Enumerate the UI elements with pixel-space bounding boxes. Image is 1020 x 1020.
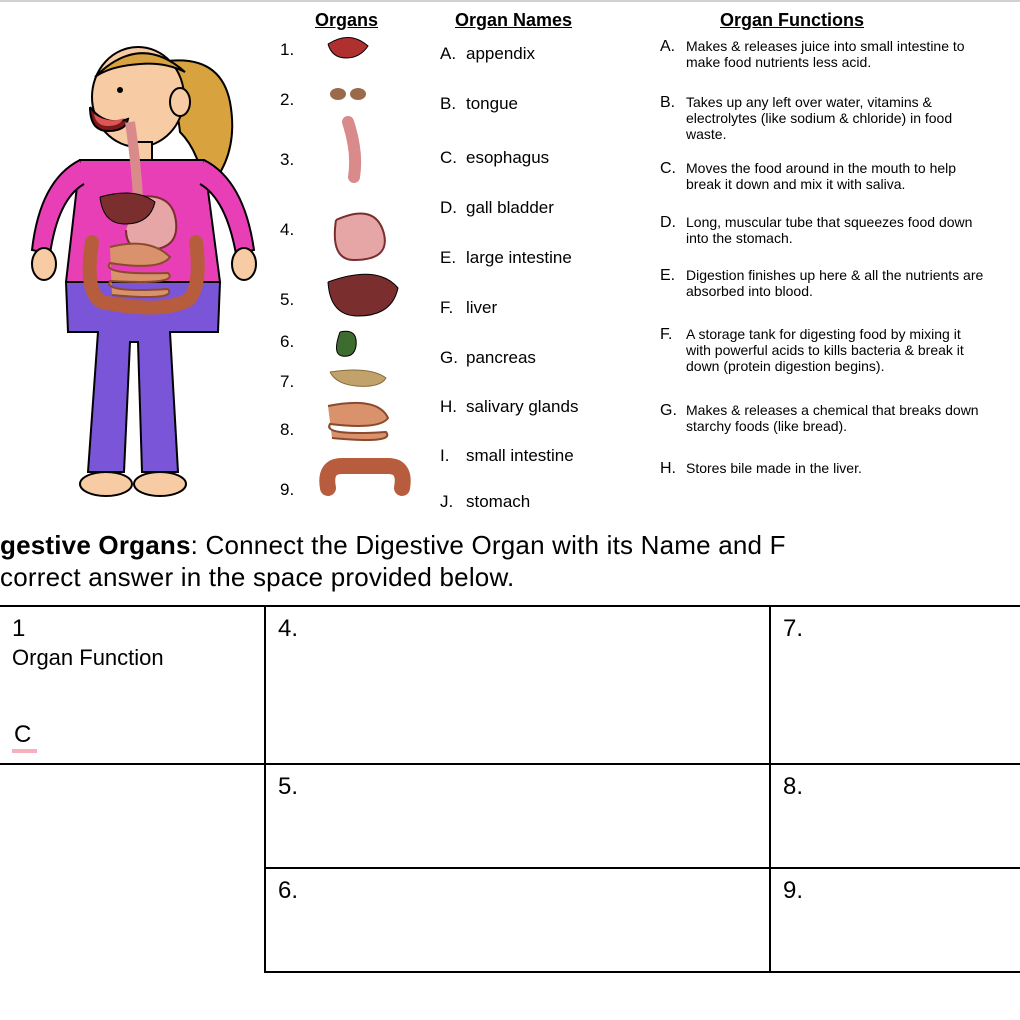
organ-name-text: esophagus	[466, 148, 549, 167]
organ-function-letter: B.	[660, 94, 686, 112]
answer-cell: 1 Organ Function C	[0, 606, 265, 764]
organ-name-letter: B.	[440, 94, 466, 114]
answer-cell	[0, 868, 265, 972]
instruction-text: gestive Organs: Connect the Digestive Or…	[0, 520, 1020, 593]
organ-name-text: tongue	[466, 94, 518, 113]
organ-function-row: C.Moves the food around in the mouth to …	[660, 160, 986, 192]
instruction-lead: gestive Organs	[0, 530, 191, 560]
organ-name-text: small intestine	[466, 446, 574, 465]
answer-cell	[0, 764, 265, 868]
organ-name-row: D.gall bladder	[440, 198, 554, 218]
cell-label: Organ Function	[12, 645, 254, 671]
organ-number: 7.	[280, 372, 294, 392]
organ-name-row: I.small intestine	[440, 446, 574, 466]
organ-name-text: salivary glands	[466, 397, 578, 416]
organ-number: 2.	[280, 90, 294, 110]
organ-function-text: Makes & releases juice into small intest…	[686, 38, 986, 70]
answer-cell: 4.	[265, 606, 770, 764]
organ-name-row: F.liver	[440, 298, 497, 318]
organ-number: 1.	[280, 40, 294, 60]
cell-number: 7.	[783, 615, 803, 642]
organ-name-row: G.pancreas	[440, 348, 536, 368]
organ-number: 9.	[280, 480, 294, 500]
organ-function-letter: A.	[660, 38, 686, 56]
organ-name-row: H.salivary glands	[440, 397, 578, 417]
organ-number: 6.	[280, 332, 294, 352]
organ-name-row: C.esophagus	[440, 148, 549, 168]
organ-name-letter: J.	[440, 492, 466, 512]
organ-name-text: large intestine	[466, 248, 572, 267]
cell-answer: C	[12, 721, 37, 753]
organ-function-row: A.Makes & releases juice into small inte…	[660, 38, 986, 70]
person-illustration	[20, 32, 290, 512]
organ-number: 3.	[280, 150, 294, 170]
answer-table: 1 Organ Function C 4. 7. 5. 8. 6. 9.	[0, 605, 1020, 973]
answer-cell: 6.	[265, 868, 770, 972]
organ-function-text: Takes up any left over water, vitamins &…	[686, 94, 986, 142]
answer-cell: 5.	[265, 764, 770, 868]
organ-function-letter: C.	[660, 160, 686, 178]
organ-name-letter: D.	[440, 198, 466, 218]
organ-function-row: F.A storage tank for digesting food by m…	[660, 326, 986, 374]
organ-function-letter: H.	[660, 460, 686, 478]
organ-name-letter: I.	[440, 446, 466, 466]
organ-name-letter: A.	[440, 44, 466, 64]
organ-icons-column	[318, 32, 438, 502]
organ-name-row: E.large intestine	[440, 248, 572, 268]
answer-cell: 7.	[770, 606, 1020, 764]
cell-number: 5.	[278, 773, 298, 800]
organ-name-row: A.appendix	[440, 44, 535, 64]
organ-function-text: Long, muscular tube that squeezes food d…	[686, 214, 986, 246]
header-functions: Organ Functions	[720, 10, 864, 31]
cell-number: 9.	[783, 877, 803, 904]
cell-number: 6.	[278, 877, 298, 904]
organ-name-letter: E.	[440, 248, 466, 268]
organ-function-text: A storage tank for digesting food by mix…	[686, 326, 986, 374]
organ-name-text: stomach	[466, 492, 530, 511]
organ-name-row: J.stomach	[440, 492, 530, 512]
organ-name-letter: H.	[440, 397, 466, 417]
answer-cell: 8.	[770, 764, 1020, 868]
cell-number: 4.	[278, 615, 298, 642]
organ-name-row: B.tongue	[440, 94, 518, 114]
organ-function-text: Digestion finishes up here & all the nut…	[686, 267, 986, 299]
organ-function-letter: D.	[660, 214, 686, 232]
organ-function-row: H.Stores bile made in the liver.	[660, 460, 986, 478]
header-organs: Organs	[315, 10, 378, 31]
organ-name-text: pancreas	[466, 348, 536, 367]
organ-function-text: Makes & releases a chemical that breaks …	[686, 402, 986, 434]
organ-number: 4.	[280, 220, 294, 240]
organ-function-letter: F.	[660, 326, 686, 344]
organ-name-letter: F.	[440, 298, 466, 318]
organ-function-letter: G.	[660, 402, 686, 420]
organ-function-text: Moves the food around in the mouth to he…	[686, 160, 986, 192]
organ-function-text: Stores bile made in the liver.	[686, 460, 986, 476]
organ-name-letter: G.	[440, 348, 466, 368]
organ-name-letter: C.	[440, 148, 466, 168]
instruction-body2: correct answer in the space provided bel…	[0, 562, 514, 592]
organ-function-row: E.Digestion finishes up here & all the n…	[660, 267, 986, 299]
cell-number: 8.	[783, 773, 803, 800]
organ-number: 5.	[280, 290, 294, 310]
organ-number: 8.	[280, 420, 294, 440]
organ-function-row: D.Long, muscular tube that squeezes food…	[660, 214, 986, 246]
organ-name-text: liver	[466, 298, 497, 317]
organ-function-row: B.Takes up any left over water, vitamins…	[660, 94, 986, 142]
organ-function-letter: E.	[660, 267, 686, 285]
organ-function-row: G.Makes & releases a chemical that break…	[660, 402, 986, 434]
header-names: Organ Names	[455, 10, 572, 31]
answer-cell: 9.	[770, 868, 1020, 972]
organ-name-text: gall bladder	[466, 198, 554, 217]
instruction-body1: : Connect the Digestive Organ with its N…	[191, 530, 786, 560]
cell-number: 1	[12, 615, 25, 642]
organ-name-text: appendix	[466, 44, 535, 63]
